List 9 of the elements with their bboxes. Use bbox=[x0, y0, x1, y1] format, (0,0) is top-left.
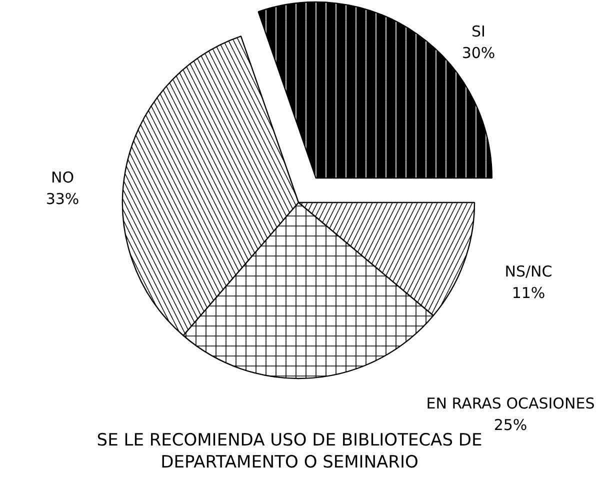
slice-label: SI bbox=[472, 22, 486, 40]
slice-label: EN RARAS OCASIONES bbox=[426, 394, 595, 412]
text: SE LE RECOMIENDA USO DE BIBLIOTECAS DE DEPARTAMENTO O SEMINARIO bbox=[96, 430, 482, 472]
data-label: 33% bbox=[46, 190, 80, 208]
data-label: 25% bbox=[494, 416, 528, 434]
data-label: 30% bbox=[462, 44, 496, 62]
data-label: 11% bbox=[512, 284, 546, 302]
slice-label: NS/NC bbox=[504, 262, 552, 280]
slice-label: NO bbox=[50, 168, 74, 186]
